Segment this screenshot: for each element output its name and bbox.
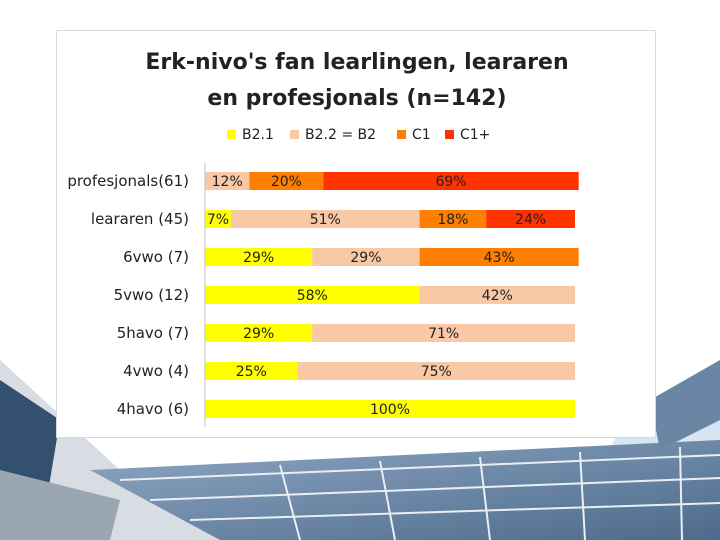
- bar-segment: [205, 286, 420, 304]
- value-labels: 12% 20% 69% 7% 51% 18% 24% 29% 29% 43% 58% 42% 29% 71…: [207, 174, 546, 418]
- data-label: 18%: [437, 212, 468, 228]
- bar-segment: [249, 172, 324, 190]
- data-label: 12%: [212, 174, 243, 190]
- data-label: 58%: [297, 288, 328, 304]
- legend-label: B2.1: [242, 127, 274, 143]
- category-labels: profesjonals(61) leararen (45) 6vwo (7) 5vw…: [67, 172, 189, 418]
- legend-label: C1: [412, 127, 431, 143]
- category-label: 5vwo (12): [114, 286, 189, 304]
- bar-segment: [486, 210, 575, 228]
- data-label: 71%: [428, 326, 459, 342]
- bar-segment: [419, 210, 487, 228]
- data-label: 25%: [236, 364, 267, 380]
- category-label: 6vwo (7): [123, 248, 189, 266]
- bar-segment: [230, 210, 420, 228]
- category-label: leararen (45): [91, 210, 189, 228]
- bar-segment: [205, 210, 231, 228]
- chart-title-line-2: en profesjonals (n=142): [207, 86, 506, 111]
- bar-segment: [419, 248, 579, 266]
- bar-segment: [205, 400, 575, 418]
- data-label: 7%: [207, 212, 229, 228]
- data-label: 29%: [243, 326, 274, 342]
- data-label: 100%: [370, 402, 410, 418]
- data-label: 43%: [484, 250, 515, 266]
- data-label: 42%: [482, 288, 513, 304]
- legend-label: C1+: [460, 127, 490, 143]
- legend-label: B2.2 = B2: [305, 127, 376, 143]
- bar-segment: [205, 362, 298, 380]
- bar-segment: [419, 286, 575, 304]
- bar-segment: [205, 248, 313, 266]
- data-label: 69%: [435, 174, 466, 190]
- chart-title-line-1: Erk-nivo's fan learlingen, leararen: [145, 50, 568, 75]
- bar-segments: [205, 172, 579, 418]
- bar-segment: [312, 248, 420, 266]
- bar-segment: [205, 172, 250, 190]
- chart-legend: B2.1 B2.2 = B2 C1 C1+: [227, 127, 490, 143]
- data-label: 75%: [421, 364, 452, 380]
- bar-segment: [297, 362, 575, 380]
- bar-segment: [312, 324, 575, 342]
- data-label: 29%: [243, 250, 274, 266]
- bar-segment: [323, 172, 579, 190]
- data-label: 51%: [310, 212, 341, 228]
- category-label: 4havo (6): [117, 400, 189, 418]
- legend-swatch: [445, 130, 454, 139]
- stacked-bar-chart: Erk-nivo's fan learlingen, leararen en p…: [67, 50, 579, 427]
- data-label: 20%: [271, 174, 302, 190]
- category-label: 5havo (7): [117, 324, 189, 342]
- category-label: 4vwo (4): [123, 362, 189, 380]
- category-label: profesjonals(61): [67, 172, 189, 190]
- bar-segment: [205, 324, 313, 342]
- legend-swatch: [290, 130, 299, 139]
- legend-swatch: [227, 130, 236, 139]
- chart-panel: Erk-nivo's fan learlingen, leararen en p…: [56, 30, 656, 438]
- data-label: 29%: [350, 250, 381, 266]
- data-label: 24%: [515, 212, 546, 228]
- legend-swatch: [397, 130, 406, 139]
